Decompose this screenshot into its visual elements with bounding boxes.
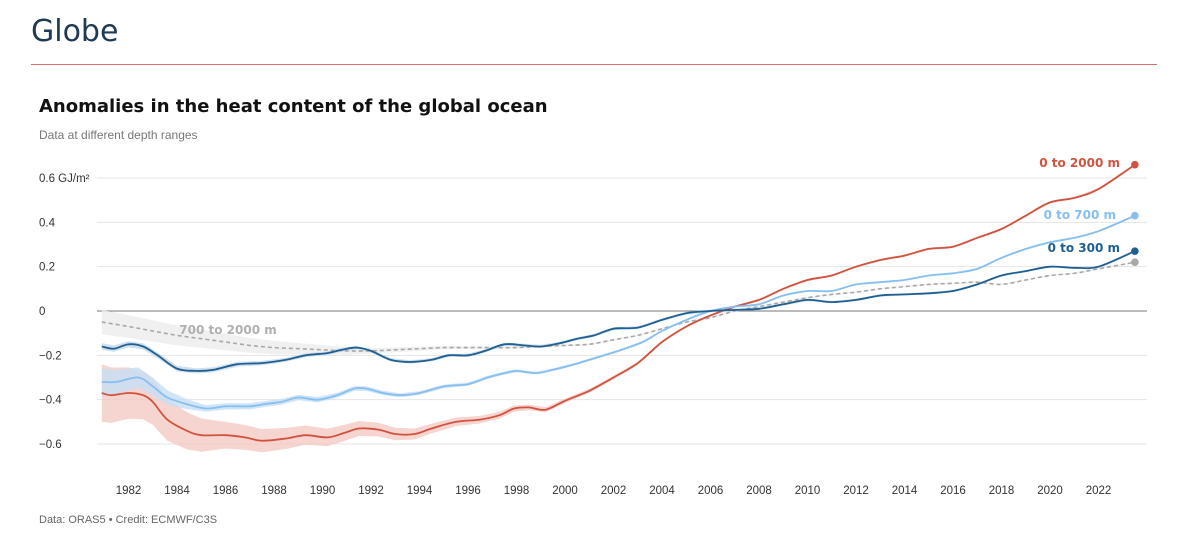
x-tick-label: 2008 xyxy=(746,485,772,497)
y-tick-label: −0.4 xyxy=(39,395,62,407)
x-tick-label: 1992 xyxy=(358,485,384,497)
x-tick-label: 2012 xyxy=(843,485,869,497)
series-line-0-to-300-m xyxy=(101,250,1136,372)
series-label-700-to-2000-m: 700 to 2000 m xyxy=(179,323,276,337)
series-endpoint-0-to-300-m xyxy=(1131,247,1139,255)
x-tick-label: 2006 xyxy=(698,485,724,497)
uncertainty-band-0-to-700-m xyxy=(101,214,1135,412)
x-tick-label: 2000 xyxy=(552,485,578,497)
x-tick-label: 1984 xyxy=(164,485,190,497)
uncertainty-band-0-to-2000-m xyxy=(101,163,1135,453)
series-endpoint-700-to-2000-m xyxy=(1131,258,1139,267)
uncertainty-bands xyxy=(101,163,1135,453)
x-tick-label: 2002 xyxy=(601,485,627,497)
x-tick-label: 1990 xyxy=(310,485,336,497)
x-tick-label: 2020 xyxy=(1037,485,1063,497)
y-tick-label: 0.4 xyxy=(39,217,56,229)
x-tick-label: 1994 xyxy=(407,485,433,497)
uncertainty-band-700-to-2000-m xyxy=(101,261,1135,355)
y-tick-label: 0.2 xyxy=(39,262,55,274)
x-tick-label: 2014 xyxy=(892,485,918,497)
series-endpoint-0-to-2000-m xyxy=(1131,160,1139,169)
x-tick-label: 2004 xyxy=(649,485,675,497)
x-tick-label: 2016 xyxy=(940,485,966,497)
y-tick-label: 0.6 GJ/m² xyxy=(39,173,90,185)
series-line-700-to-2000-m xyxy=(101,261,1136,352)
y-tick-label: 0 xyxy=(39,306,45,318)
x-tick-label: 2010 xyxy=(795,485,821,497)
x-tick-label: 1988 xyxy=(261,485,287,497)
y-tick-label: −0.6 xyxy=(39,439,62,451)
x-tick-label: 1996 xyxy=(455,485,481,497)
x-tick-label: 1998 xyxy=(504,485,530,497)
series-label-0-to-2000-m: 0 to 2000 m xyxy=(1039,156,1120,170)
x-tick-label: 1986 xyxy=(213,485,239,497)
page-title: Globe xyxy=(31,14,119,49)
x-axis-ticks: 1982 1984 1986 1988 1990 1992 1994 1996 1998 2000… xyxy=(116,485,1112,497)
series-lines xyxy=(101,160,1139,442)
series-label-0-to-700-m: 0 to 700 m xyxy=(1044,208,1116,222)
series-line-0-to-2000-m xyxy=(101,163,1136,442)
x-tick-label: 1982 xyxy=(116,485,142,497)
series-labels: 0 to 2000 m 0 to 700 m 0 to 300 m 700 to 20… xyxy=(179,156,1120,337)
series-label-0-to-300-m: 0 to 300 m xyxy=(1048,241,1120,255)
data-credit: Data: ORAS5 • Credit: ECMWF/C3S xyxy=(39,514,218,526)
x-tick-label: 2018 xyxy=(989,485,1015,497)
series-endpoint-0-to-700-m xyxy=(1131,211,1139,220)
y-tick-label: −0.2 xyxy=(39,350,62,362)
chart-title: Anomalies in the heat content of the glo… xyxy=(39,96,548,117)
y-axis-ticks: 0.6 GJ/m² 0.4 0.2 0 −0.2 −0.4 −0.6 xyxy=(39,173,90,451)
x-tick-label: 2022 xyxy=(1086,485,1112,497)
chart-subtitle: Data at different depth ranges xyxy=(39,128,198,142)
series-line-0-to-700-m xyxy=(101,214,1136,410)
title-divider xyxy=(31,64,1157,65)
